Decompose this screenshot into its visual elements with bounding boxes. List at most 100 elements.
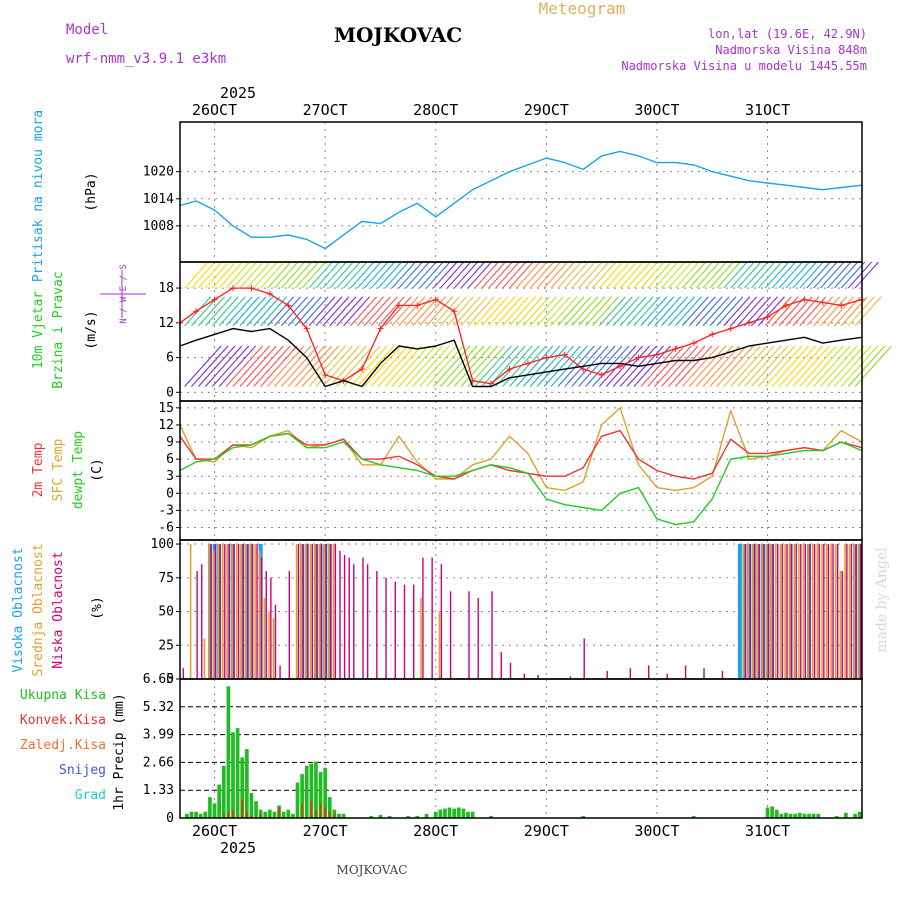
cloud-low-bar xyxy=(449,591,452,679)
temp-ytick-label: 15 xyxy=(158,401,174,416)
cloud-mid-bar xyxy=(309,544,312,679)
wind-arrow xyxy=(515,296,543,327)
cloud-mid-bar xyxy=(857,544,860,679)
wind-arrow xyxy=(218,261,244,289)
wind-arrow xyxy=(267,261,292,289)
cloud-mid-bar xyxy=(300,544,303,679)
cloud-mid-bar xyxy=(254,544,256,679)
wind-arrow xyxy=(757,261,783,289)
cloud-low-bar xyxy=(790,544,793,679)
precip-total-bar xyxy=(424,813,429,818)
wind-arrow xyxy=(764,296,792,327)
wind-title-1: 10m Vjetar xyxy=(31,291,46,369)
wind-arrow xyxy=(820,261,845,289)
wind-arrow xyxy=(536,296,564,327)
cloud-low-bar xyxy=(684,665,687,679)
precip-total-bar xyxy=(249,792,254,818)
wind-arrow xyxy=(737,261,762,289)
cloud-mid-bar xyxy=(438,611,441,679)
wind-gust-marker xyxy=(211,296,218,303)
pressure-units: (hPa) xyxy=(84,172,99,211)
cloud-ytick-label: 50 xyxy=(158,605,174,620)
wind-arrow xyxy=(412,345,450,387)
cloud-low-bar xyxy=(648,665,650,679)
cloud-mid-bar xyxy=(747,544,750,679)
temp-ytick-label: 0 xyxy=(166,486,174,501)
wind-arrow xyxy=(246,345,284,387)
wind-arrow xyxy=(709,261,734,289)
precip-total-bar xyxy=(433,811,438,818)
wind-arrow xyxy=(612,296,640,327)
wind-arrow xyxy=(467,261,492,289)
wind-arrow xyxy=(239,345,277,387)
bottom-day-labels: 26OCT 27OCT 28OCT 29OCT 30OCT 31OCT xyxy=(192,822,790,840)
cloud-low-bar xyxy=(247,544,249,679)
cloud-mid-bar xyxy=(189,544,192,679)
cloud-mid-bar xyxy=(258,550,261,679)
wind-arrow xyxy=(529,261,555,289)
wind-arrow xyxy=(571,296,599,327)
wind-arrow xyxy=(280,261,306,289)
wind-arrow xyxy=(750,345,789,387)
wind-gust-marker xyxy=(285,302,292,309)
wind-arrow xyxy=(515,345,554,387)
cloud-low-bar xyxy=(846,544,848,679)
top-day-label: 27OCT xyxy=(303,101,348,119)
wind-arrow xyxy=(612,261,638,289)
wind-arrow xyxy=(840,345,879,387)
cloud-mid-bar xyxy=(834,544,837,679)
cloud-low-bar xyxy=(440,564,443,679)
wind-arrow xyxy=(350,345,388,387)
precip-total-bar xyxy=(438,809,443,818)
wind-arrow xyxy=(453,296,481,327)
cloud-high-bar xyxy=(207,544,212,679)
wind-arrow xyxy=(433,261,458,289)
precip-total-bar xyxy=(272,811,277,818)
temp-ytick-label: 6 xyxy=(166,452,174,467)
precip-frame xyxy=(179,678,863,819)
cloud-low-bar xyxy=(477,598,479,679)
cloud-mid-bar xyxy=(825,544,828,679)
precip-total-bar xyxy=(226,686,231,818)
precip-conv-bar xyxy=(245,811,248,818)
footer-station: MOJKOVAC xyxy=(337,863,408,877)
wind-arrow xyxy=(357,296,384,327)
wind-arrow xyxy=(446,345,485,387)
cloud-ytick-label: 75 xyxy=(158,571,174,586)
cloud-low-bar xyxy=(348,557,350,679)
cloud-mid-bar xyxy=(305,544,307,679)
wind-arrow xyxy=(515,261,541,289)
cloud-low-bar xyxy=(256,544,258,679)
wind-arrow xyxy=(557,296,585,327)
wind-arrow xyxy=(543,345,581,387)
wind-arrow xyxy=(536,345,575,387)
wind-arrow xyxy=(322,261,347,289)
cloud-mid-bar xyxy=(272,618,275,679)
wind-arrow xyxy=(232,345,270,387)
cloud-high-bar xyxy=(249,544,254,679)
wind-ytick-label: 12 xyxy=(158,316,174,331)
bottom-day-label: 28OCT xyxy=(413,822,458,840)
wind-arrow xyxy=(771,296,799,327)
wind-arrow xyxy=(218,296,246,327)
cloud-mid-bar xyxy=(811,544,814,679)
cloud-high-bar xyxy=(742,544,747,679)
cloud-high-bar xyxy=(212,544,217,679)
wind-arrow xyxy=(419,261,444,289)
precip-ytick-label: 5.32 xyxy=(143,700,174,715)
wind-arrow xyxy=(315,261,340,289)
wind-arrow xyxy=(737,345,775,387)
wind-ytick-label: 0 xyxy=(166,385,174,400)
top-day-labels: 26OCT 27OCT 28OCT 29OCT 30OCT 31OCT xyxy=(192,101,790,119)
wind-arrow xyxy=(218,345,257,387)
wind-gust-marker xyxy=(690,340,697,347)
wind-arrow xyxy=(695,261,720,289)
wind-arrow xyxy=(350,296,377,327)
top-day-label: 28OCT xyxy=(413,101,458,119)
wind-arrow xyxy=(412,296,440,327)
cloud-low-bar xyxy=(491,591,493,679)
cloud-low-bar xyxy=(330,544,332,679)
cloud-ytick-label: 25 xyxy=(158,638,174,653)
wind-gust-marker xyxy=(377,325,384,332)
cloud-low-bar xyxy=(850,544,853,679)
